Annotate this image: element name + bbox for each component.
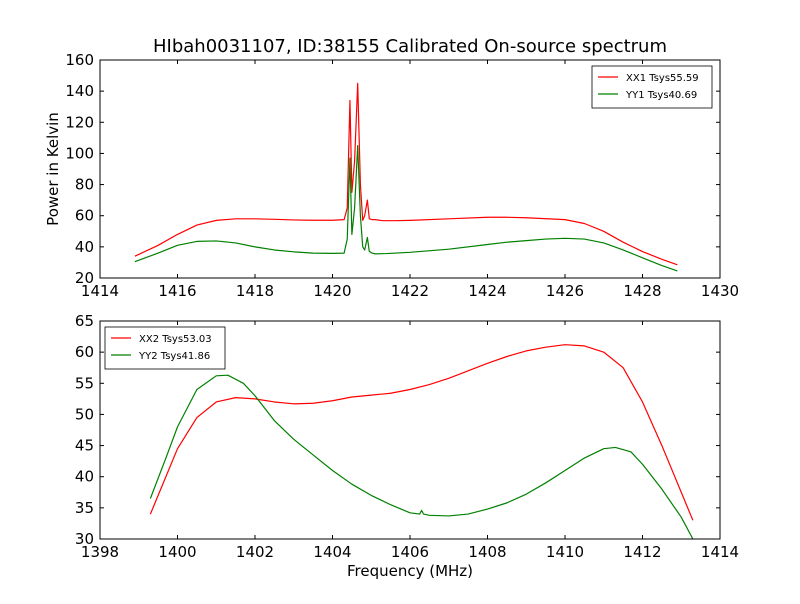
legend-label-2: YY2 Tsys41.86 [138,351,210,362]
y-tick-label: 100 [65,144,94,162]
x-tick-label: 1398 [81,543,119,561]
y-tick-label: 40 [75,468,94,486]
x-tick-label: 1426 [546,282,584,300]
x-tick-label: 1406 [391,543,429,561]
x-tick-label: 1400 [158,543,196,561]
legend-label-2: YY1 Tsys40.69 [625,90,697,101]
chart-panel-1: 1414 1416 1418 1420 1422 1424 1426 1428 1430 20 40… [44,51,739,300]
y-tick-label: 45 [75,437,94,455]
series-line-2 [149,374,694,539]
legend-label-1: XX2 Tsys53.03 [139,334,212,345]
y-tick-label: 20 [75,269,94,287]
y-tick-label: 65 [75,312,94,330]
x-tick-label: 1412 [623,543,661,561]
y-tick-label: 30 [75,530,94,548]
x-tick-label: 1404 [313,543,351,561]
y-tick-label: 55 [75,374,94,392]
series-line-1 [149,344,694,521]
y-tick-label: 120 [65,113,94,131]
x-tick-label: 1424 [468,282,506,300]
x-tick-label: 1428 [623,282,661,300]
legend-label-1: XX1 Tsys55.59 [626,73,699,84]
x-tick-label: 1402 [236,543,274,561]
x-tick-label: 1408 [468,543,506,561]
y-tick-label: 40 [75,238,94,256]
y-tick-label: 35 [75,499,94,517]
series-line-1 [134,82,678,266]
x-tick-label: 1416 [158,282,196,300]
legend: XX1 Tsys55.59 YY1 Tsys40.69 [591,65,713,109]
x-tick-label: 1414 [701,543,739,561]
x-tick-label: 1418 [236,282,274,300]
series-line-2 [134,145,678,272]
x-tick-label: 1414 [81,282,119,300]
x-tick-label: 1430 [701,282,739,300]
x-tick-label: 1420 [313,282,351,300]
legend-box [591,65,713,109]
figure-title: HIbah0031107, ID:38155 Calibrated On-sou… [153,36,667,57]
y-tick-label: 140 [65,82,94,100]
y-tick-label: 60 [75,343,94,361]
x-tick-label: 1410 [546,543,584,561]
y-axis-label: Power in Kelvin [44,112,62,226]
chart-panel-2: 1398 1400 1402 1404 1406 1408 1410 1412 1414 30 35… [75,312,739,580]
x-tick-label: 1422 [391,282,429,300]
y-tick-label: 50 [75,405,94,423]
legend-box [104,326,226,370]
y-tick-label: 60 [75,207,94,225]
y-tick-label: 160 [65,51,94,69]
x-axis-label: Frequency (MHz) [347,562,473,580]
legend: XX2 Tsys53.03 YY2 Tsys41.86 [104,326,226,370]
y-tick-label: 80 [75,176,94,194]
